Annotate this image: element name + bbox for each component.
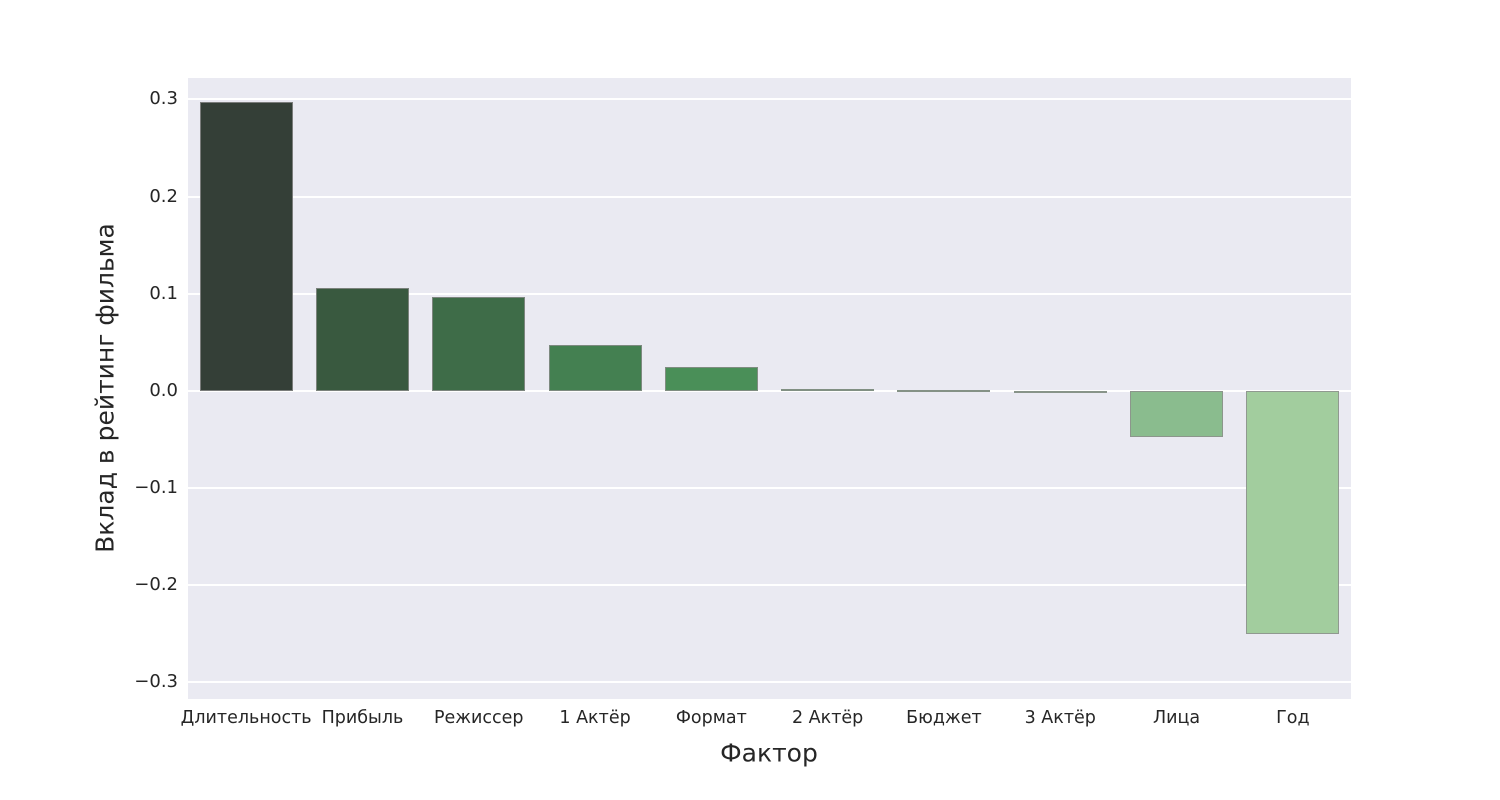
y-tick-label: −0.2 bbox=[134, 574, 178, 596]
y-tick-label: 0.0 bbox=[149, 379, 178, 401]
gridline bbox=[188, 681, 1351, 684]
x-tick-label: Бюджет bbox=[906, 708, 982, 728]
bar-Формат bbox=[664, 366, 758, 391]
x-tick-label: 2 Актёр bbox=[791, 708, 864, 728]
x-tick-label: Прибыль bbox=[321, 708, 404, 728]
x-tick-label: Режиссер bbox=[433, 708, 524, 728]
x-tick-label: Год bbox=[1276, 708, 1310, 728]
bar-Лица bbox=[1130, 390, 1224, 437]
bar-Прибыль bbox=[315, 287, 409, 391]
y-tick-label: −0.3 bbox=[134, 671, 178, 693]
x-axis-label: Фактор bbox=[720, 738, 818, 768]
bar-Бюджет bbox=[897, 389, 991, 392]
bar-Длительность bbox=[199, 102, 293, 391]
bar-1 Актёр bbox=[548, 345, 642, 391]
x-tick-label: 1 Актёр bbox=[559, 708, 631, 728]
x-tick-label: Длительность bbox=[180, 708, 312, 728]
gridline bbox=[188, 98, 1351, 101]
gridline bbox=[188, 584, 1351, 587]
plot-area bbox=[188, 78, 1351, 699]
y-tick-label: 0.3 bbox=[149, 88, 178, 110]
x-tick-label: Лица bbox=[1152, 708, 1201, 728]
gridline bbox=[188, 487, 1351, 490]
gridline bbox=[188, 195, 1351, 198]
y-tick-label: −0.1 bbox=[134, 477, 178, 499]
gridline bbox=[188, 292, 1351, 295]
bar-Год bbox=[1246, 390, 1340, 634]
y-tick-label: 0.2 bbox=[149, 185, 178, 207]
gridline bbox=[188, 389, 1351, 392]
y-tick-label: 0.1 bbox=[149, 282, 178, 304]
bar-Режиссер bbox=[432, 296, 526, 391]
x-tick-label: Формат bbox=[675, 708, 747, 728]
bar-2 Актёр bbox=[781, 388, 875, 391]
bar-3 Актёр bbox=[1013, 390, 1107, 393]
x-tick-label: 3 Актёр bbox=[1024, 708, 1096, 728]
